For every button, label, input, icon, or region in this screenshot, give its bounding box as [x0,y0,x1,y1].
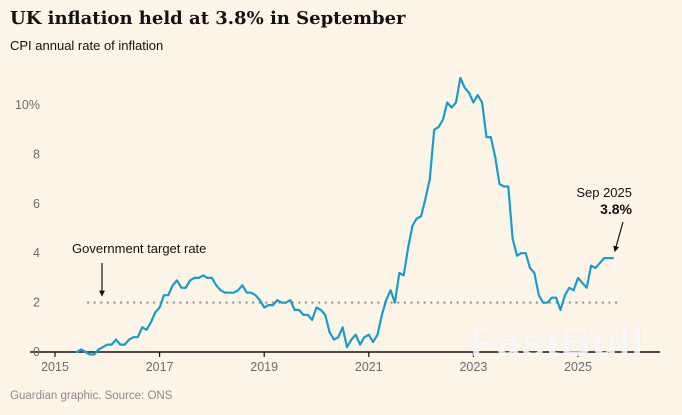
latest-value-arrow [613,221,624,253]
y-axis-label: 8 [33,147,40,161]
y-axis-label: 4 [33,246,40,260]
x-axis-label: 2019 [250,360,278,374]
x-axis-label: 2015 [41,360,69,374]
x-axis-label: 2021 [355,360,383,374]
x-axis-label: 2023 [459,360,487,374]
source-credit: Guardian graphic. Source: ONS [10,390,173,402]
cpi-inflation-line [75,76,614,356]
latest-value-date: Sep 2025 [576,185,632,200]
latest-value-number: 3.8% [600,201,632,217]
chart-subtitle: CPI annual rate of inflation [10,38,164,53]
y-axis-label: 10% [15,98,40,112]
x-axis-label: 2025 [564,360,592,374]
y-axis-label: 6 [33,197,40,211]
chart-title: UK inflation held at 3.8% in September [10,8,406,29]
x-axis-label: 2017 [146,360,174,374]
latest-value-annotation: Sep 2025 3.8% [576,185,632,217]
y-axis-label: 0 [33,345,40,359]
government-target-annotation: Government target rate [72,241,207,256]
y-axis-label: 2 [33,296,40,310]
